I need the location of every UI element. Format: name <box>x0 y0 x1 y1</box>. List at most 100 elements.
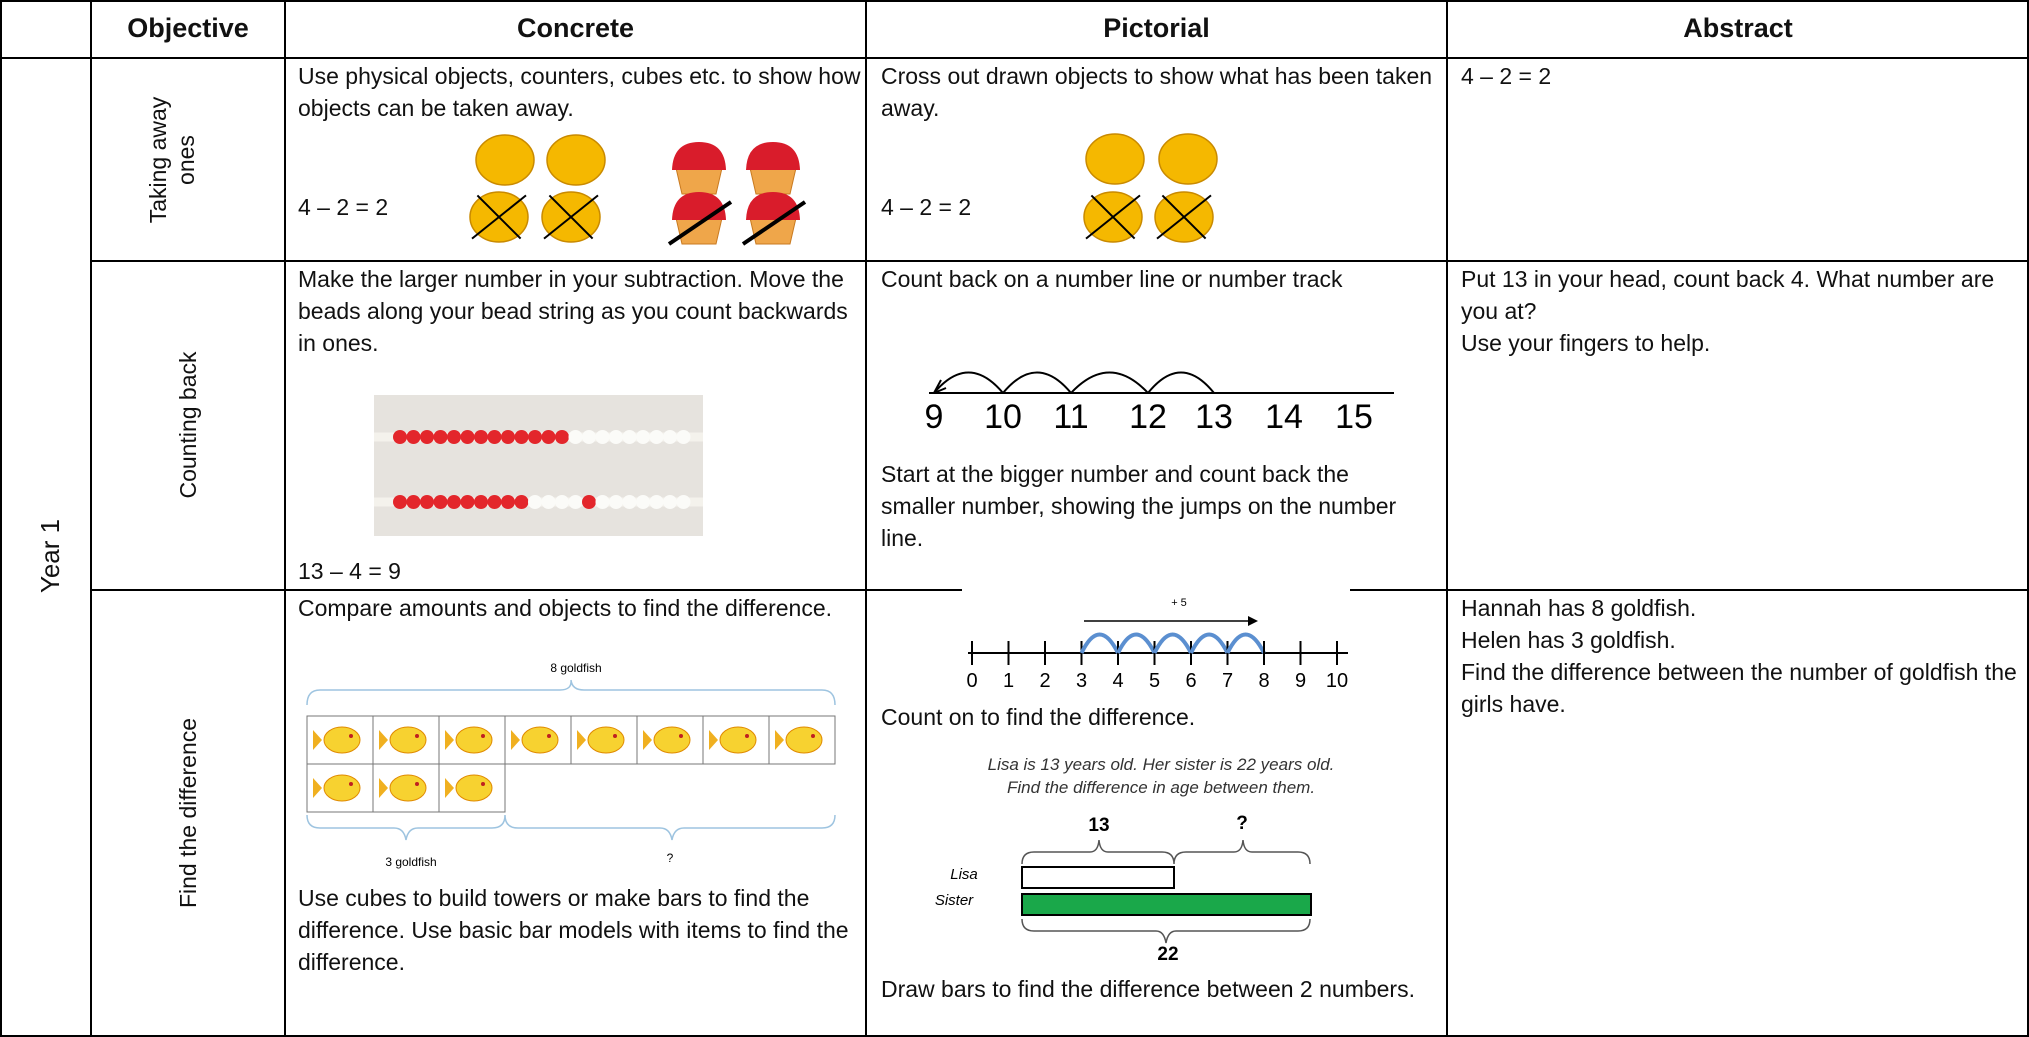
jump-arc <box>1152 632 1193 654</box>
bead <box>582 495 596 509</box>
number-label: 8 <box>1258 670 1269 692</box>
number-label: 4 <box>1112 670 1123 692</box>
bead <box>487 430 502 444</box>
number-label: 13 <box>1195 398 1233 436</box>
brace <box>306 679 836 706</box>
number-label: 14 <box>1265 398 1303 436</box>
fish <box>389 774 427 802</box>
bead <box>568 495 583 509</box>
cell-text: Make the larger number in your subtracti… <box>298 266 848 356</box>
jump-arc <box>933 371 1004 394</box>
bar <box>1021 893 1312 916</box>
fish-eye <box>481 734 485 738</box>
bead <box>487 495 502 509</box>
cell-text: Find the difference between the number o… <box>1461 659 2017 717</box>
problem-text: Lisa is 13 years old. Her sister is 22 y… <box>988 755 1335 774</box>
bead <box>406 430 421 444</box>
bead <box>622 495 637 509</box>
bar-label: 3 goldfish <box>385 855 436 869</box>
bar-label: ? <box>667 851 674 865</box>
fish-eye <box>745 734 749 738</box>
brace <box>1021 918 1311 944</box>
number-label: 9 <box>1295 670 1306 692</box>
bead <box>460 430 475 444</box>
cell-text: Count back on a number line or number tr… <box>881 266 1343 292</box>
objective: Find the difference <box>175 717 201 909</box>
fish-tail <box>379 778 388 798</box>
column-header: Objective <box>127 13 249 43</box>
fish <box>653 726 691 754</box>
cell-text: Put 13 in your head, count back 4. What … <box>1461 266 1995 324</box>
fish <box>785 726 823 754</box>
bar <box>1021 866 1175 889</box>
fish-tail <box>313 730 322 750</box>
cupcake-top <box>672 192 726 220</box>
fish-eye <box>349 782 353 786</box>
fish-eye <box>481 782 485 786</box>
cupcake-top <box>746 192 800 220</box>
bead <box>406 495 421 509</box>
cell-text: Cross out drawn objects to show what has… <box>881 63 1433 121</box>
cross <box>1161 194 1207 240</box>
bar-name: Lisa <box>950 866 978 883</box>
bead <box>393 495 407 509</box>
fish-tail <box>775 730 784 750</box>
fish-tail <box>445 730 454 750</box>
bead <box>649 495 664 509</box>
fish-tail <box>577 730 586 750</box>
brace <box>306 814 836 841</box>
bead <box>514 495 529 509</box>
bead <box>595 495 610 509</box>
fish-eye <box>613 734 617 738</box>
bead <box>501 430 515 444</box>
bead <box>541 430 556 444</box>
bead <box>555 430 569 444</box>
cell-text: 4 – 2 = 2 <box>1461 63 1552 89</box>
fish <box>587 726 625 754</box>
fish-tail <box>445 778 454 798</box>
fish <box>389 726 427 754</box>
bead <box>636 495 650 509</box>
cell-text: Use cubes to build towers or make bars t… <box>298 885 849 975</box>
cell-text: Use your fingers to help. <box>1461 330 1711 356</box>
number-label: 9 <box>925 398 944 436</box>
number-label: 12 <box>1129 398 1167 436</box>
bead <box>541 495 556 509</box>
fish-eye <box>679 734 683 738</box>
bead <box>609 495 623 509</box>
cell-text: Draw bars to find the difference between… <box>881 976 1415 1002</box>
bar-label: 8 goldfish <box>550 661 601 675</box>
jump-arc <box>1116 632 1157 654</box>
equation: 13 – 4 = 9 <box>298 558 401 584</box>
number-label: 0 <box>966 670 977 692</box>
bead <box>420 430 434 444</box>
number-label: 15 <box>1335 398 1373 436</box>
equation: 4 – 2 = 2 <box>298 194 389 220</box>
fish <box>323 726 361 754</box>
bead <box>676 495 691 509</box>
fish-tail <box>379 730 388 750</box>
jump-label: + 5 <box>1171 597 1187 609</box>
number-label: 10 <box>1326 670 1348 692</box>
column-header: Pictorial <box>1103 13 1210 43</box>
cell-text: Helen has 3 goldfish. <box>1461 627 1676 653</box>
jump-arc <box>1079 632 1120 654</box>
cell-text: Hannah has 8 goldfish. <box>1461 595 1697 621</box>
bead <box>676 430 691 444</box>
bead <box>460 495 475 509</box>
fish-eye <box>415 782 419 786</box>
cross <box>548 194 594 240</box>
bead <box>433 495 448 509</box>
bead <box>393 430 407 444</box>
fish <box>521 726 559 754</box>
column-header: Abstract <box>1683 13 1793 43</box>
brace-label: 22 <box>1157 944 1178 965</box>
jump-arc <box>1189 632 1230 654</box>
fish-eye <box>349 734 353 738</box>
jump-arc <box>1070 371 1149 394</box>
bead <box>420 495 434 509</box>
